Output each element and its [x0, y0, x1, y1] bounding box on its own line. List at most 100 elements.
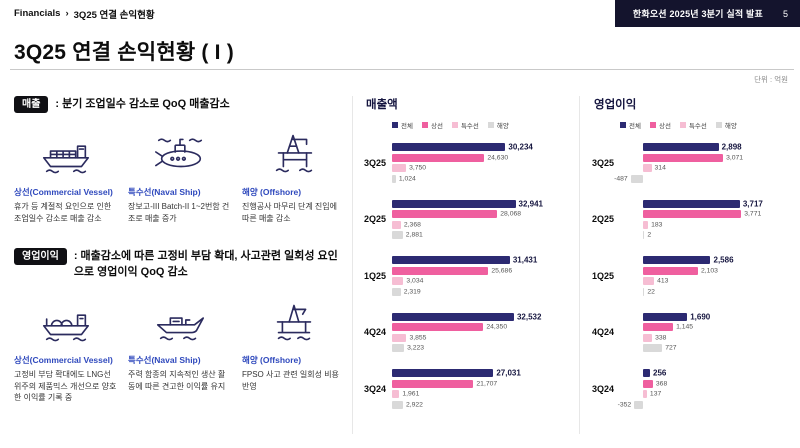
bar-plot: 1,690 1,145 338 727	[620, 312, 794, 352]
bar-segment	[392, 174, 396, 183]
value-label: 1,145	[676, 323, 694, 331]
bar-row: 30,234	[392, 143, 572, 152]
category-label: 3Q25	[364, 157, 387, 168]
bar-total	[392, 143, 506, 151]
bar-row: 3,071	[620, 153, 794, 162]
value-label: 3,071	[726, 154, 744, 161]
bar-segment	[392, 400, 403, 409]
bar-segment	[392, 379, 474, 388]
bar-plot: 256 368 137 -352	[617, 369, 794, 409]
value-label: 3,034	[406, 277, 424, 285]
bar-row: 24,350	[392, 323, 572, 331]
bar-row: 28,068	[392, 210, 572, 218]
bar-segment	[392, 344, 405, 352]
breadcrumb-separator: ›	[65, 8, 69, 19]
bar-segment	[392, 266, 489, 275]
breadcrumb-section: Financials	[14, 8, 61, 19]
value-label: 2,922	[405, 401, 423, 408]
bar-segment	[392, 164, 407, 172]
legend-item: 특수선	[679, 120, 707, 130]
offshore-platform-icon	[242, 125, 345, 179]
legend-label: 상선	[658, 123, 671, 130]
value-label: 3,223	[407, 344, 425, 352]
bar-total	[392, 312, 514, 321]
value-label: 25,686	[491, 267, 513, 274]
item-desc: 장보고-III Batch-II 1~2번함 건조로 매출 증가	[128, 202, 230, 223]
commentary-panel: 매출 : 분기 조업일수 감소로 QoQ 매출감소 상선(Commercial …	[14, 96, 346, 428]
item-label: 특수선(Naval Ship)	[128, 355, 201, 366]
profit-badge: 영업이익	[14, 248, 67, 266]
bar-group: 3Q24 27,031 21,707 1,961 2,922	[364, 369, 572, 409]
bar-segment	[643, 344, 663, 352]
profit-section-header: 영업이익 : 매출감소에 따른 고정비 부담 확대, 사고관련 일회성 요인으로…	[14, 248, 346, 281]
legend-label: 전체	[401, 123, 413, 130]
bar-segment	[634, 400, 644, 409]
bar-group: 4Q24 32,532 24,350 3,855 3,223	[364, 312, 572, 352]
bar-row: 3,855	[392, 333, 572, 342]
bar-plot: 3,717 3,771 183 2	[620, 199, 794, 239]
title-banner: 한화오션 2025년 3분기 실적 발표 5	[614, 0, 800, 27]
bar-row: 2,586	[620, 255, 794, 265]
bar-group: 4Q24 1,690 1,145 338 727	[592, 312, 794, 352]
title-divider	[10, 69, 794, 70]
bar-group: 1Q25 31,431 25,686 3,034 2,319	[364, 256, 572, 296]
legend-label: 해양	[496, 123, 509, 130]
value-label: 1,690	[690, 312, 711, 321]
bar-segment	[643, 153, 724, 162]
legend-label: 해양	[724, 123, 737, 130]
bar-total	[643, 312, 688, 321]
value-label: 3,855	[409, 334, 427, 341]
bar-plot: 30,234 24,630 3,750 1,024	[392, 143, 572, 183]
bar-row: 183	[620, 220, 794, 229]
bar-row: -487	[614, 174, 794, 183]
bar-segment	[392, 277, 404, 285]
bar-plot: 27,031 21,707 1,961 2,922	[392, 369, 572, 409]
bar-row: 3,750	[392, 164, 572, 172]
chart-legend: 전체 상선 특수선 해양	[392, 120, 572, 130]
legend-label: 특수선	[688, 123, 707, 130]
bar-row: 2,368	[392, 220, 572, 229]
sales-item-naval: 특수선(Naval Ship) 장보고-III Batch-II 1~2번함 건…	[128, 125, 231, 224]
bar-total	[392, 369, 494, 377]
container-ship-icon	[14, 125, 117, 179]
category-label: 3Q24	[592, 383, 615, 394]
bar-segment	[643, 287, 645, 296]
profit-item-naval: 특수선(Naval Ship) 주력 함종의 지속적인 생산 활동에 따른 견고…	[128, 293, 231, 404]
legend-swatch	[487, 122, 494, 128]
banner-title: 한화오션 2025년 3분기 실적 발표	[632, 9, 763, 19]
bar-row: 21,707	[392, 379, 572, 388]
category-label: 4Q24	[592, 327, 615, 338]
bar-row: 3,717	[620, 199, 794, 208]
category-label: 4Q24	[364, 327, 387, 338]
value-label: 2	[647, 231, 652, 239]
sales-headline: : 분기 조업일수 감소로 QoQ 매출감소	[55, 98, 230, 110]
value-label: 727	[665, 344, 677, 352]
value-label: 2,898	[721, 142, 742, 152]
sales-item-commercial: 상선(Commercial Vessel) 휴가 등 계절적 요인으로 인한 조…	[14, 125, 117, 224]
bar-row: 32,532	[392, 312, 572, 321]
bar-segment	[643, 266, 698, 275]
value-label: 2,103	[700, 267, 718, 274]
value-label: 2,368	[403, 221, 421, 228]
bar-row: 32,941	[392, 199, 572, 208]
bar-total	[643, 256, 711, 264]
category-label: 3Q24	[364, 383, 387, 394]
item-label: 해양 (Offshore)	[242, 355, 302, 366]
chart-legend: 전체 상선 특수선 해양	[620, 120, 794, 130]
breadcrumb-page: 3Q25 연결 손익현황	[73, 9, 155, 21]
value-label: 2,586	[713, 255, 734, 265]
bar-total	[643, 199, 740, 208]
item-label: 상선(Commercial Vessel)	[14, 355, 113, 366]
value-label: -352	[617, 401, 632, 408]
value-label: 1,024	[398, 175, 416, 182]
sales-items: 상선(Commercial Vessel) 휴가 등 계절적 요인으로 인한 조…	[14, 125, 346, 224]
item-desc: 고정비 부담 확대에도 LNG선 위주의 제품믹스 개선으로 양호한 이익률 기…	[14, 370, 117, 403]
item-desc: 휴가 등 계절적 요인으로 인한 조업일수 감소로 매출 감소	[14, 202, 112, 223]
value-label: 1,961	[402, 390, 420, 398]
value-label: 3,750	[409, 164, 427, 172]
bar-row: 31,431	[392, 256, 572, 265]
bar-segment	[643, 220, 649, 229]
bar-segment	[643, 231, 645, 239]
bar-row: 2,881	[392, 231, 572, 239]
value-label: 338	[655, 334, 667, 341]
